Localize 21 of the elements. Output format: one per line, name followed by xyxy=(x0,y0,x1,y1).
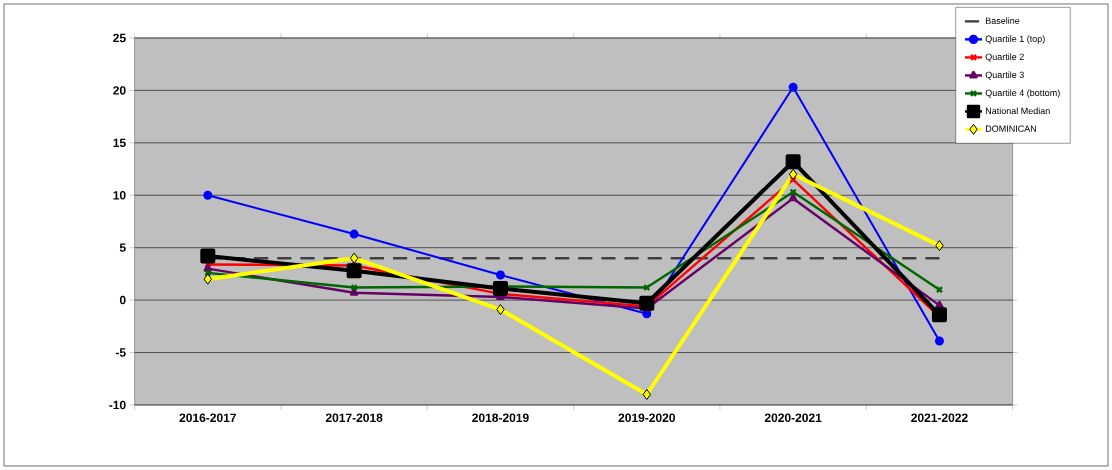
y-tick-label: 10 xyxy=(113,191,126,200)
x-tick-label: 2020-2021 xyxy=(764,413,822,422)
x-tick-label: 2018-2019 xyxy=(472,413,529,422)
x-tick-label: 2016-2017 xyxy=(179,413,236,422)
legend-label: Quartile 3 xyxy=(985,71,1024,80)
x-tick-label: 2019-2020 xyxy=(618,413,675,422)
legend-label: DOMINICAN xyxy=(985,125,1036,132)
x-tick-label: 2017-2018 xyxy=(325,413,383,422)
y-tick-label: 20 xyxy=(113,86,126,95)
y-tick-label: 25 xyxy=(113,33,126,43)
y-tick-label: -10 xyxy=(109,400,126,410)
y-tick-label: -5 xyxy=(115,348,126,357)
legend-label: Baseline xyxy=(985,17,1020,24)
legend-label: Quartile 4 (bottom) xyxy=(985,89,1060,98)
x-tick-label: 2021-2022 xyxy=(911,413,968,422)
legend-label: Quartile 2 xyxy=(985,53,1024,62)
legend-label: National Median xyxy=(985,107,1050,115)
y-tick-label: 15 xyxy=(113,138,126,148)
y-tick-label: 5 xyxy=(119,243,126,252)
y-tick-label: 0 xyxy=(119,295,126,305)
legend-label: Quartile 1 (top) xyxy=(985,35,1045,44)
